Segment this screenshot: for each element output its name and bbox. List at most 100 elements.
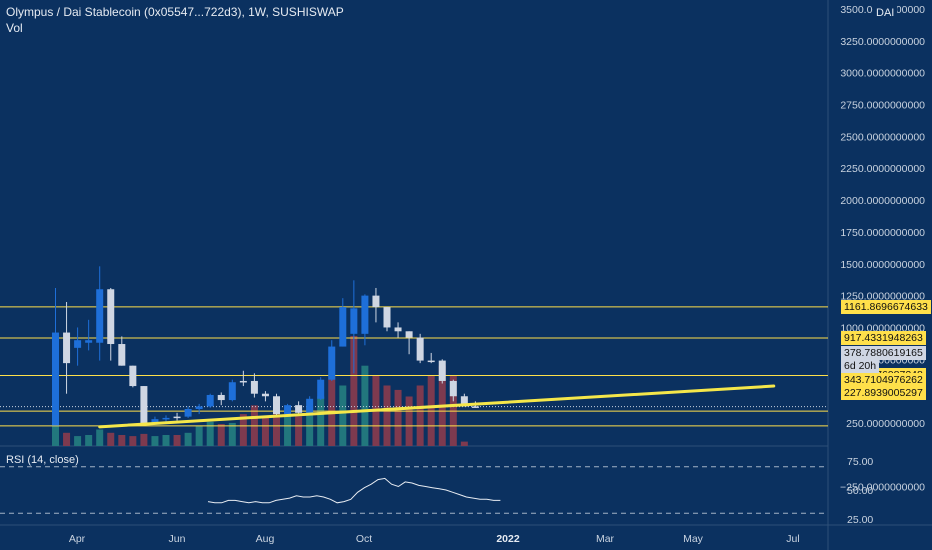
currency-badge[interactable]: DAI <box>873 6 898 20</box>
chart-title: Olympus / Dai Stablecoin (0x05547...722d… <box>6 5 344 19</box>
volume-bar <box>228 422 236 446</box>
price-tick-label: 1750.0000000000 <box>840 227 925 239</box>
candle-body <box>350 308 358 334</box>
volume-bar <box>107 432 115 446</box>
rsi-axis-labels: 75.00 50.00 25.00 <box>847 456 873 526</box>
candle-body <box>63 332 71 364</box>
candle-body <box>394 327 402 332</box>
time-tick-label: Mar <box>596 533 615 545</box>
volume-bar <box>339 385 347 446</box>
candle-body <box>328 346 336 380</box>
rsi-tick-label: 25.00 <box>847 514 873 526</box>
trendline <box>98 384 776 429</box>
price-tick-label: 2250.0000000000 <box>840 163 925 175</box>
price-tick-label: 250.0000000000 <box>846 418 925 430</box>
candle-body <box>416 337 424 361</box>
volume-bar <box>52 424 59 446</box>
rsi-title: RSI (14, close) <box>6 454 79 466</box>
candle-body <box>239 380 247 383</box>
price-tick-label: 1250.0000000000 <box>840 291 925 303</box>
rsi-pane <box>0 466 828 514</box>
candle-body <box>405 331 413 338</box>
candle-body <box>206 394 214 407</box>
rsi-tick-label: 75.00 <box>847 456 873 468</box>
volume-bar <box>129 436 137 446</box>
price-tick-label: 3250.0000000000 <box>840 36 925 48</box>
volume-bar <box>394 389 402 446</box>
volume-bar <box>85 435 93 446</box>
current-price-badge: 378.7880619165 <box>841 346 926 360</box>
volume-bar <box>74 436 82 446</box>
candle-body <box>52 332 59 426</box>
volume-bar <box>96 429 104 446</box>
volume-bar <box>206 421 214 446</box>
candle-body <box>228 382 236 401</box>
volume-bar <box>383 385 391 446</box>
candle-body <box>471 406 479 408</box>
time-axis-labels: Apr Jun Aug Oct 2022 Mar May Jul <box>69 533 800 545</box>
volume-bar <box>118 435 126 446</box>
candlesticks <box>52 266 479 426</box>
trendline-group[interactable] <box>98 384 776 429</box>
candle-body <box>261 393 269 397</box>
volume-bar <box>217 424 225 446</box>
rsi-tick-label: 50.00 <box>847 485 873 497</box>
volume-bar <box>63 432 71 446</box>
volume-bar <box>361 365 369 446</box>
volume-bar <box>184 432 192 446</box>
candle-body <box>427 360 435 363</box>
price-tick-label: 2750.0000000000 <box>840 100 925 112</box>
volume-bar <box>151 436 159 446</box>
candle-body <box>173 416 181 419</box>
candle-body <box>438 360 446 381</box>
candle-body <box>195 406 203 409</box>
candle-body <box>449 380 457 397</box>
level-badge: 343.7104976262 <box>841 373 926 387</box>
candle-body <box>184 408 192 417</box>
price-tick-label: 2000.0000000000 <box>840 195 925 207</box>
candle-body <box>383 307 391 328</box>
candle-body <box>372 295 380 308</box>
candle-body <box>107 289 115 345</box>
candle-body <box>217 394 225 401</box>
candle-body <box>295 405 303 413</box>
price-tick-label: 1500.0000000000 <box>840 259 925 271</box>
volume-bar <box>460 441 468 446</box>
candle-body <box>284 405 292 415</box>
price-tick-label: 2500.0000000000 <box>840 131 925 143</box>
price-tick-label: −250.0000000000 <box>840 482 925 494</box>
volume-label: Vol <box>6 21 23 35</box>
candle-body <box>250 380 258 394</box>
candle-body <box>460 396 468 407</box>
level-badge: 917.4331948263 <box>841 330 926 345</box>
volume-bar <box>317 396 325 446</box>
level-badge: 227.8939005297 <box>841 386 926 400</box>
candle-body <box>162 417 170 420</box>
price-tick-label: 3000.0000000000 <box>840 68 925 80</box>
candle-body <box>273 396 280 415</box>
candle-body <box>151 419 159 423</box>
volume-bar <box>239 414 247 446</box>
time-tick-label: Oct <box>356 533 372 545</box>
volume-bar <box>261 417 269 446</box>
candle-body <box>361 295 369 334</box>
volume-bar <box>405 396 413 446</box>
time-tick-label: Apr <box>69 533 86 545</box>
countdown-badge: 6d 20h <box>841 359 880 373</box>
volume-bar <box>284 416 292 446</box>
candle-body <box>129 365 137 387</box>
candle-body <box>118 344 126 366</box>
time-tick-label: Aug <box>256 533 275 545</box>
time-tick-label: 2022 <box>496 533 520 545</box>
volume-bar <box>416 385 424 446</box>
candle-body <box>140 386 148 423</box>
candle-body <box>85 340 93 343</box>
volume-bar <box>273 414 280 446</box>
volume-bar <box>173 435 181 446</box>
volume-bar <box>195 426 203 446</box>
volume-bar <box>140 433 148 446</box>
candle-body <box>96 289 104 343</box>
candle-body <box>74 340 82 348</box>
